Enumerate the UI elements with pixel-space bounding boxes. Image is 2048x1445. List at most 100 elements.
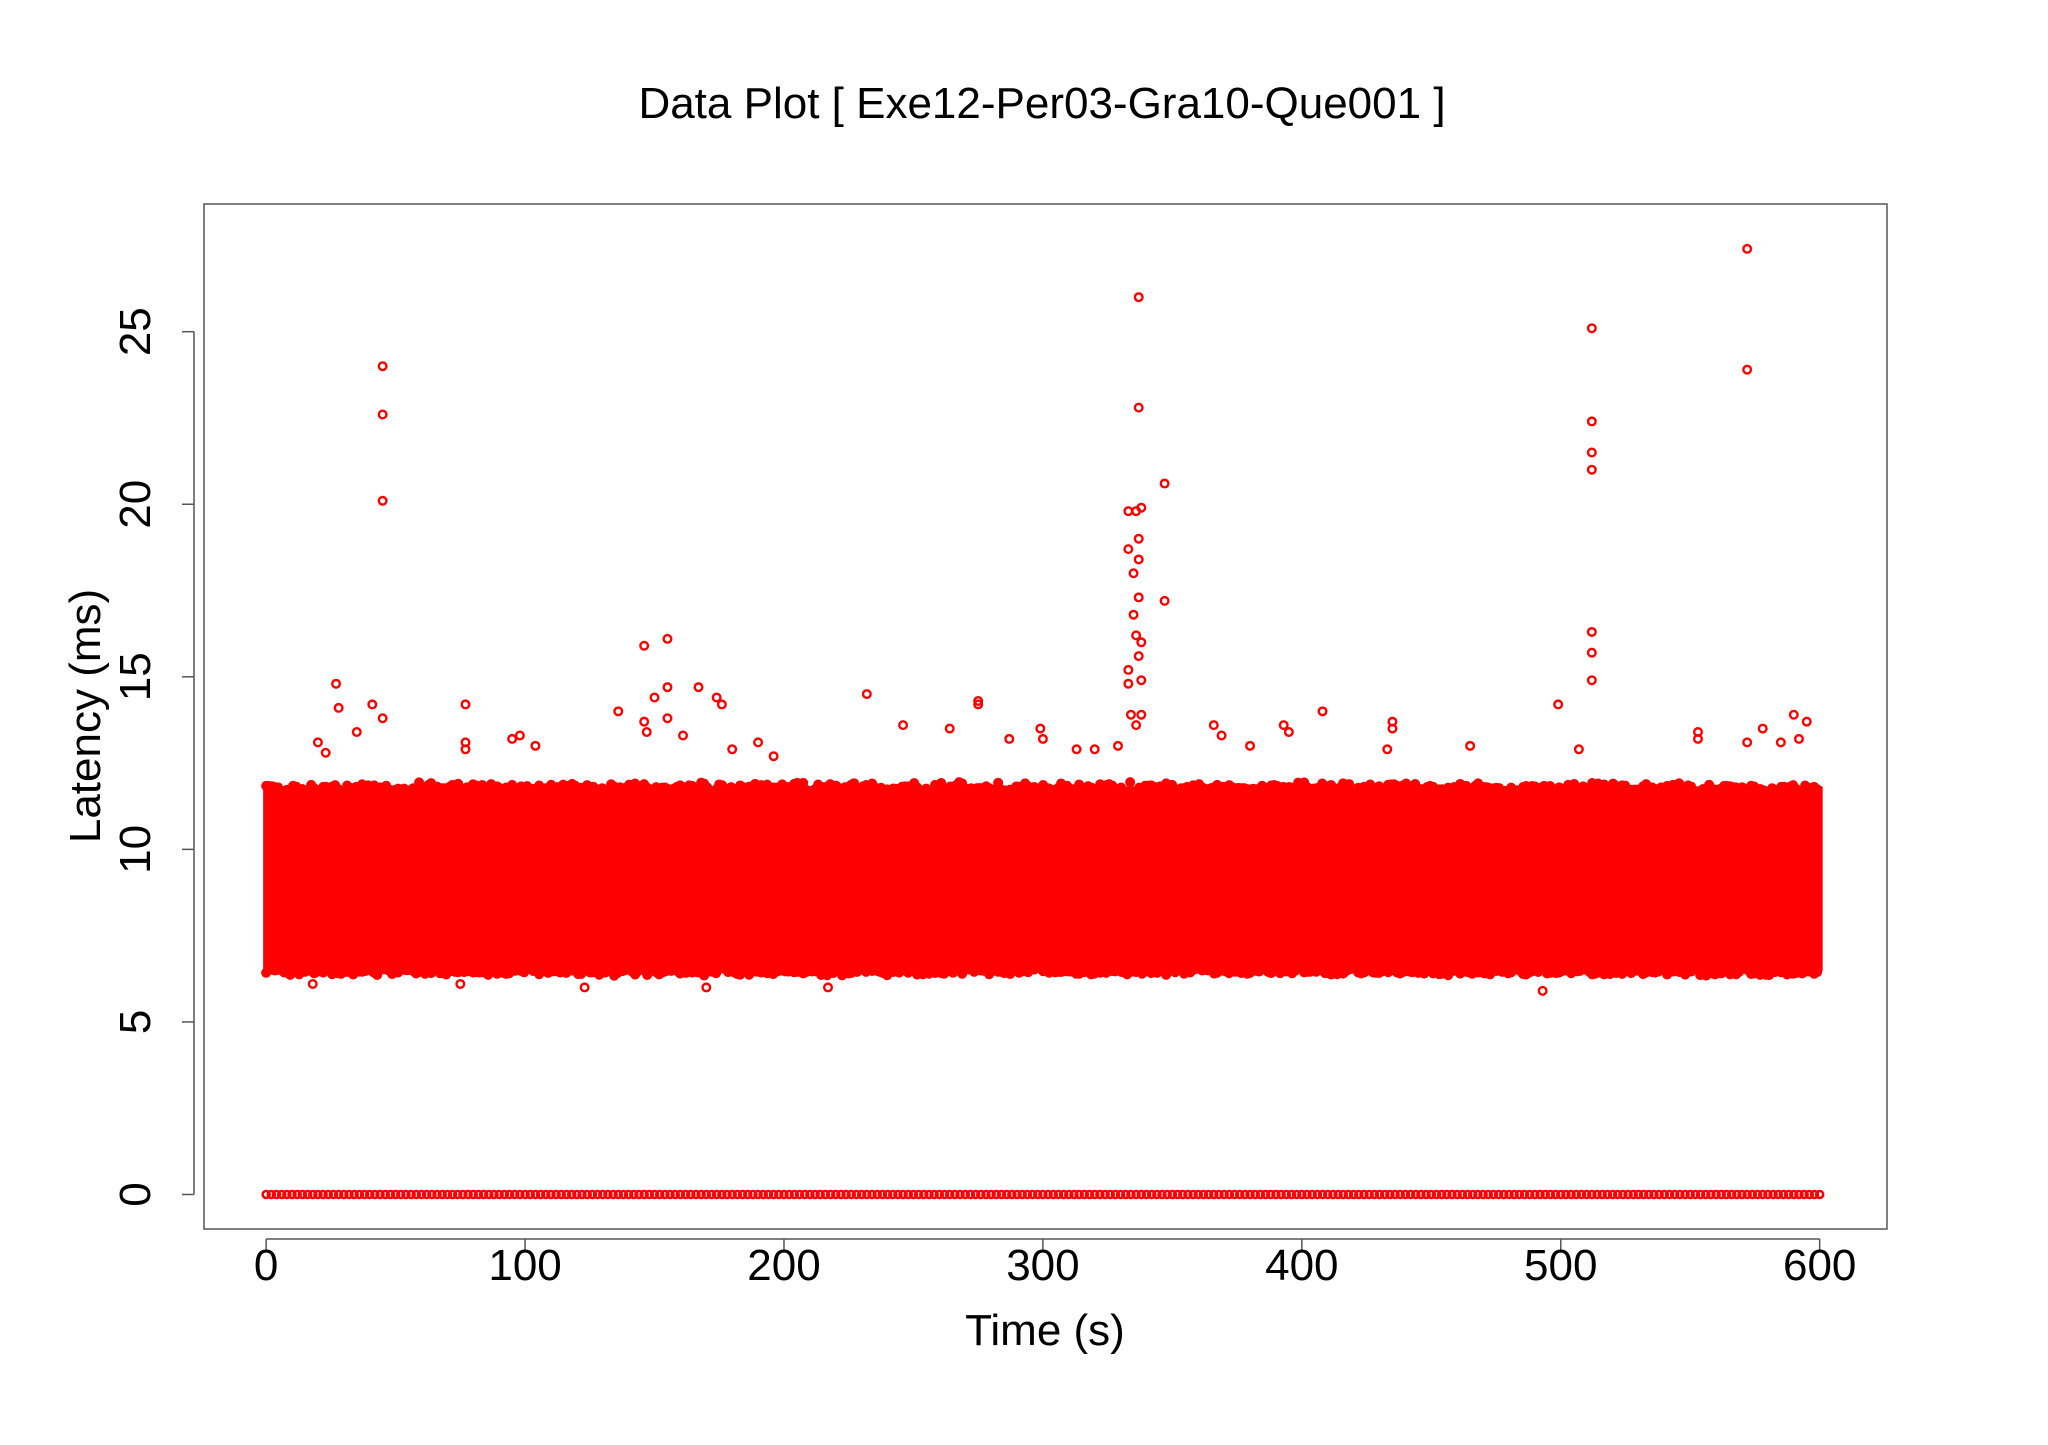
- data-point: [815, 1189, 826, 1200]
- data-point: [411, 1189, 422, 1200]
- plot-frame: [203, 203, 1888, 1230]
- data-point: [929, 1189, 939, 1200]
- data-point: [1038, 1189, 1048, 1200]
- data-point: [1763, 1189, 1773, 1200]
- data-point: [525, 1189, 536, 1200]
- data-point: [507, 733, 518, 744]
- data-point: [1112, 740, 1123, 751]
- data-point: [1198, 1189, 1209, 1200]
- data-point: [401, 1189, 411, 1200]
- data-point: [662, 713, 673, 724]
- data-point: [333, 702, 344, 713]
- data-point: [665, 1189, 675, 1200]
- data-point: [639, 716, 650, 727]
- data-point: [1123, 678, 1134, 689]
- data-point: [1742, 737, 1753, 748]
- data-point: [307, 1189, 318, 1200]
- data-point: [1581, 1189, 1592, 1200]
- data-point: [675, 1189, 686, 1200]
- data-point: [774, 1189, 784, 1200]
- data-point: [623, 1189, 634, 1200]
- data-point: [1240, 1189, 1250, 1200]
- data-point: [1203, 1189, 1214, 1200]
- data-point: [678, 730, 689, 741]
- y-axis-label: Latency (ms): [61, 589, 110, 843]
- data-point: [1136, 1189, 1147, 1200]
- data-point: [1405, 1189, 1416, 1200]
- data-point: [779, 1189, 789, 1200]
- data-point: [862, 1189, 872, 1200]
- data-point: [271, 1189, 282, 1200]
- data-point: [1431, 1189, 1442, 1200]
- data-point: [478, 1189, 489, 1200]
- data-point: [691, 1189, 701, 1200]
- data-point: [1123, 506, 1134, 517]
- data-point: [1783, 1189, 1794, 1200]
- data-point: [613, 706, 624, 717]
- data-point: [1157, 1189, 1167, 1200]
- data-point: [1633, 1189, 1644, 1200]
- data-point: [711, 1189, 722, 1200]
- data-point: [1550, 1189, 1561, 1200]
- data-point: [307, 978, 318, 989]
- data-point: [654, 1189, 665, 1200]
- data-point: [1297, 1189, 1307, 1200]
- x-tick-label: 500: [1524, 1241, 1597, 1290]
- data-point: [1395, 1189, 1406, 1200]
- data-point: [432, 1189, 442, 1200]
- data-point: [1586, 675, 1597, 686]
- y-axis: 0 5 10 15 20 25: [111, 307, 195, 1207]
- data-point: [1283, 727, 1294, 738]
- data-point: [1535, 1189, 1545, 1200]
- data-point: [1159, 595, 1170, 606]
- data-point: [1214, 1189, 1224, 1200]
- data-point: [639, 640, 650, 651]
- data-point: [1732, 1189, 1742, 1200]
- data-point: [1664, 1189, 1675, 1200]
- data-point: [742, 1189, 753, 1200]
- data-point: [1035, 723, 1046, 734]
- data-point: [1074, 1189, 1084, 1200]
- data-point: [597, 1189, 608, 1200]
- data-point: [1027, 1189, 1038, 1200]
- data-point: [898, 1189, 908, 1200]
- data-point: [753, 737, 764, 748]
- data-point: [509, 1189, 520, 1200]
- data-point: [302, 1189, 313, 1200]
- data-point: [613, 1189, 624, 1200]
- data-point: [1530, 1189, 1540, 1200]
- data-point: [1457, 1189, 1468, 1200]
- data-point: [919, 1189, 929, 1200]
- data-point: [463, 1189, 473, 1200]
- data-point: [794, 1189, 805, 1200]
- data-point: [1312, 1189, 1323, 1200]
- data-point: [1685, 1189, 1696, 1200]
- data-point: [1167, 1189, 1178, 1200]
- dense-band: [261, 777, 1823, 981]
- data-point: [634, 1189, 644, 1200]
- data-point: [618, 1189, 629, 1200]
- data-point: [711, 692, 722, 703]
- data-point: [1317, 706, 1328, 717]
- data-point: [323, 1189, 334, 1200]
- data-point: [1348, 1189, 1359, 1200]
- data-point: [768, 751, 779, 762]
- data-point: [867, 1189, 877, 1200]
- data-point: [1364, 1189, 1374, 1200]
- data-point: [1229, 1189, 1240, 1200]
- data-point: [354, 1189, 365, 1200]
- data-point: [1721, 1189, 1732, 1200]
- data-point: [1421, 1189, 1431, 1200]
- data-point: [1353, 1189, 1364, 1200]
- data-point: [1654, 1189, 1664, 1200]
- data-point: [1576, 1189, 1587, 1200]
- data-point: [1128, 568, 1139, 579]
- data-point: [390, 1189, 401, 1200]
- data-point: [1260, 1189, 1271, 1200]
- data-point: [1245, 1189, 1255, 1200]
- data-point: [1488, 1189, 1499, 1200]
- x-axis-label: Time (s): [965, 1306, 1125, 1355]
- data-point: [566, 1189, 577, 1200]
- data-point: [1478, 1189, 1488, 1200]
